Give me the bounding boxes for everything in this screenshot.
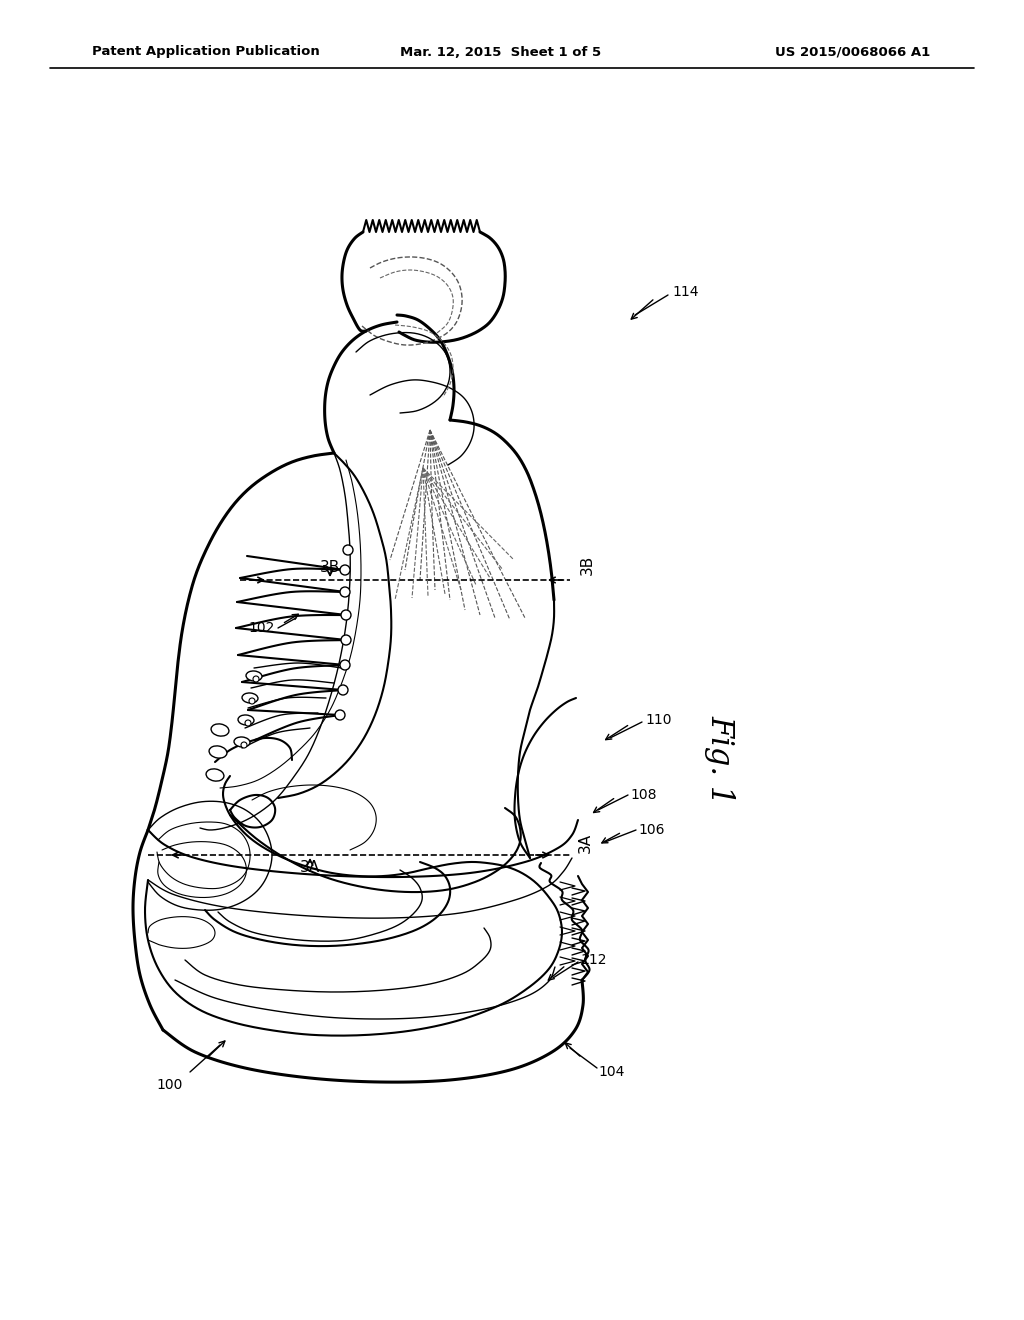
Ellipse shape	[238, 715, 254, 725]
Ellipse shape	[246, 671, 262, 681]
Text: 3A: 3A	[578, 833, 593, 853]
Text: Fig. 1: Fig. 1	[705, 715, 735, 805]
Text: 102: 102	[249, 620, 275, 635]
Ellipse shape	[242, 693, 258, 704]
Text: 110: 110	[645, 713, 672, 727]
Ellipse shape	[206, 768, 224, 781]
Text: 106: 106	[638, 822, 665, 837]
Circle shape	[340, 660, 350, 671]
Ellipse shape	[209, 746, 227, 758]
Text: Mar. 12, 2015  Sheet 1 of 5: Mar. 12, 2015 Sheet 1 of 5	[400, 45, 601, 58]
Circle shape	[335, 710, 345, 719]
Circle shape	[341, 635, 351, 645]
Text: 104: 104	[598, 1065, 625, 1078]
Text: 3B: 3B	[319, 561, 340, 576]
Circle shape	[241, 742, 247, 748]
Text: 3A: 3A	[300, 859, 321, 874]
Text: US 2015/0068066 A1: US 2015/0068066 A1	[775, 45, 930, 58]
Circle shape	[245, 719, 251, 726]
Circle shape	[338, 685, 348, 696]
Text: Patent Application Publication: Patent Application Publication	[92, 45, 319, 58]
Circle shape	[253, 676, 259, 682]
Circle shape	[340, 587, 350, 597]
Text: 108: 108	[630, 788, 656, 803]
Circle shape	[341, 610, 351, 620]
Circle shape	[343, 545, 353, 554]
Text: 3B: 3B	[580, 554, 595, 576]
Circle shape	[340, 565, 350, 576]
Text: 100: 100	[157, 1078, 183, 1092]
Ellipse shape	[234, 737, 250, 747]
Circle shape	[249, 698, 255, 704]
Ellipse shape	[211, 723, 229, 737]
Text: 112: 112	[580, 953, 606, 968]
Text: 114: 114	[672, 285, 698, 300]
